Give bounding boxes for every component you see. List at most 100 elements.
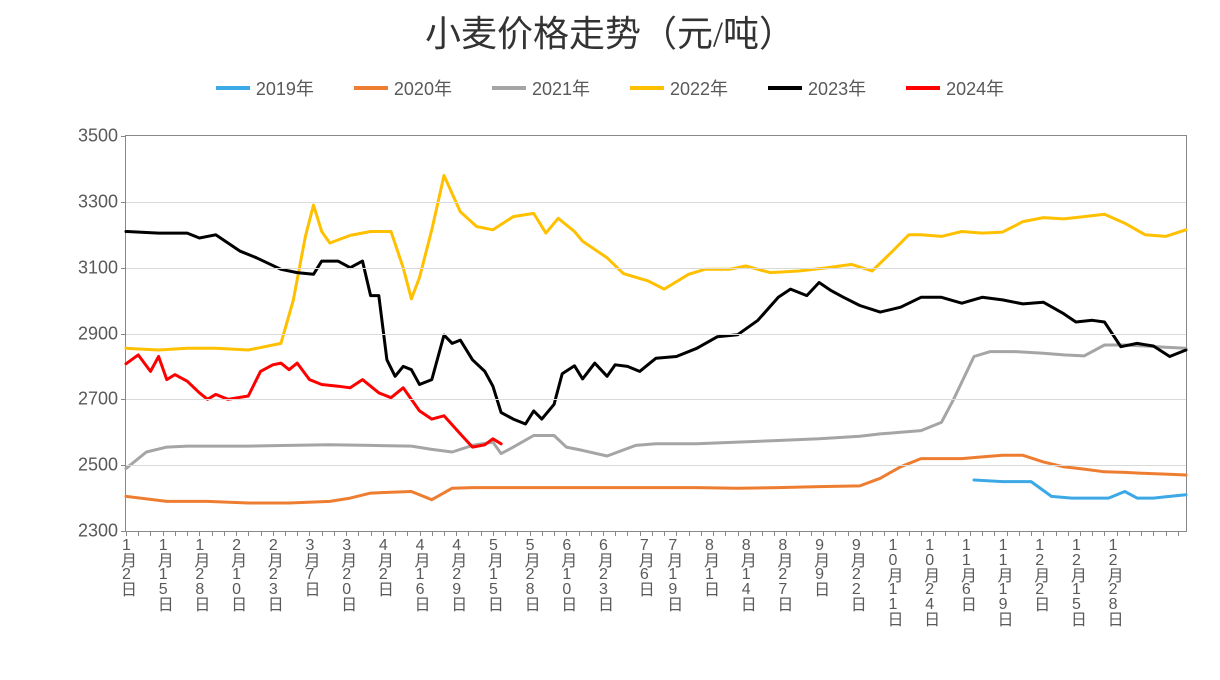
- x-tick: [970, 531, 971, 536]
- legend-item: 2022年: [630, 75, 728, 101]
- x-tick: [1080, 531, 1081, 536]
- x-tick: [138, 531, 139, 536]
- x-tick: [383, 531, 384, 536]
- plot-area: 1月2日1月15日1月28日2月10日2月23日3月7日3月20日4月2日4月1…: [125, 135, 1187, 532]
- legend-item: 2023年: [768, 75, 866, 101]
- x-axis-label: 8月14日: [734, 537, 758, 610]
- x-tick: [493, 531, 494, 536]
- series-line: [974, 480, 1186, 498]
- legend-item: 2020年: [354, 75, 452, 101]
- series-line: [126, 455, 1186, 503]
- y-tick: [121, 202, 126, 203]
- x-tick: [909, 531, 910, 536]
- legend-item: 2024年: [906, 75, 1004, 101]
- y-axis-label: 2900: [78, 323, 118, 344]
- x-tick: [615, 531, 616, 536]
- x-tick: [738, 531, 739, 536]
- x-axis-label: 8月1日: [697, 537, 721, 595]
- x-axis-label: 4月2日: [371, 537, 395, 595]
- x-tick: [371, 531, 372, 536]
- legend-label: 2022年: [670, 75, 728, 101]
- x-tick: [1031, 531, 1032, 536]
- x-tick: [322, 531, 323, 536]
- x-tick: [187, 531, 188, 536]
- y-tick: [121, 465, 126, 466]
- x-tick: [1056, 531, 1057, 536]
- x-tick: [407, 531, 408, 536]
- x-axis-label: 5月15日: [481, 537, 505, 610]
- x-tick: [309, 531, 310, 536]
- y-axis-label: 2300: [78, 521, 118, 542]
- x-axis-label: 9月9日: [807, 537, 831, 595]
- x-tick: [236, 531, 237, 536]
- legend-label: 2020年: [394, 75, 452, 101]
- x-tick: [823, 531, 824, 536]
- x-tick: [921, 531, 922, 536]
- x-axis-label: 6月23日: [591, 537, 615, 610]
- y-tick: [121, 334, 126, 335]
- legend-swatch: [906, 86, 940, 90]
- x-tick: [199, 531, 200, 536]
- gridline: [126, 465, 1186, 466]
- x-tick: [701, 531, 702, 536]
- x-axis-labels: 1月2日1月15日1月28日2月10日2月23日3月7日3月20日4月2日4月1…: [126, 531, 1186, 651]
- x-tick: [774, 531, 775, 536]
- x-tick: [725, 531, 726, 536]
- legend-swatch: [492, 86, 526, 90]
- legend-item: 2021年: [492, 75, 590, 101]
- x-tick: [958, 531, 959, 536]
- y-tick: [121, 399, 126, 400]
- x-tick: [579, 531, 580, 536]
- x-tick: [1141, 531, 1142, 536]
- x-tick: [676, 531, 677, 536]
- x-tick: [285, 531, 286, 536]
- series-line: [126, 345, 1186, 469]
- x-tick: [627, 531, 628, 536]
- series-line: [126, 355, 501, 447]
- legend-label: 2019年: [256, 75, 314, 101]
- x-tick: [884, 531, 885, 536]
- x-tick: [652, 531, 653, 536]
- x-tick: [1129, 531, 1130, 536]
- x-tick: [1166, 531, 1167, 536]
- y-axis-label: 2500: [78, 455, 118, 476]
- x-tick: [346, 531, 347, 536]
- x-axis-label: 12月28日: [1101, 537, 1125, 625]
- x-axis-label: 12月2日: [1027, 537, 1051, 610]
- x-tick: [603, 531, 604, 536]
- x-tick: [1153, 531, 1154, 536]
- x-tick: [175, 531, 176, 536]
- x-axis-label: 6月10日: [554, 537, 578, 610]
- x-tick: [811, 531, 812, 536]
- x-tick: [835, 531, 836, 536]
- x-tick: [150, 531, 151, 536]
- legend-swatch: [768, 86, 802, 90]
- x-axis-label: 12月15日: [1064, 537, 1088, 625]
- x-tick: [591, 531, 592, 536]
- y-axis-label: 3300: [78, 191, 118, 212]
- x-tick: [212, 531, 213, 536]
- x-tick: [860, 531, 861, 536]
- x-tick: [334, 531, 335, 536]
- x-tick: [872, 531, 873, 536]
- legend-label: 2021年: [532, 75, 590, 101]
- x-tick: [481, 531, 482, 536]
- y-tick: [121, 136, 126, 137]
- y-tick: [121, 268, 126, 269]
- x-tick: [566, 531, 567, 536]
- x-tick: [945, 531, 946, 536]
- x-tick: [444, 531, 445, 536]
- x-axis-label: 10月24日: [917, 537, 941, 625]
- gridline: [126, 399, 1186, 400]
- x-tick: [1092, 531, 1093, 536]
- gridline: [126, 202, 1186, 203]
- gridline: [126, 334, 1186, 335]
- x-axis-label: 2月10日: [224, 537, 248, 610]
- x-tick: [261, 531, 262, 536]
- x-tick: [799, 531, 800, 536]
- x-tick: [395, 531, 396, 536]
- x-tick: [554, 531, 555, 536]
- x-tick: [1043, 531, 1044, 536]
- x-axis-label: 11月19日: [991, 537, 1015, 625]
- x-axis-label: 7月19日: [660, 537, 684, 610]
